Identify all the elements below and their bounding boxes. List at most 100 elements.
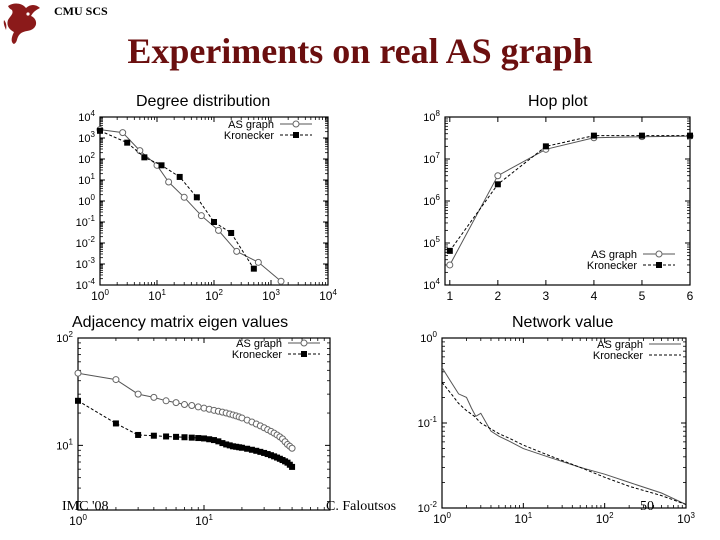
- data-point-square: [181, 434, 188, 441]
- x-tick-label: 100: [433, 511, 451, 526]
- series-line-1: [449, 135, 690, 252]
- data-point-circle: [74, 369, 82, 377]
- data-point-square: [112, 420, 119, 427]
- data-point-square: [215, 438, 222, 445]
- y-tick-label: 106: [423, 193, 440, 208]
- y-tick-label: 102: [56, 330, 73, 345]
- chart-title-hop: Hop plot: [528, 93, 588, 110]
- data-point-circle: [165, 178, 173, 186]
- data-point-square: [219, 440, 226, 447]
- x-tick-label: 101: [148, 288, 166, 303]
- data-point-square: [223, 441, 230, 448]
- slide-title: Experiments on real AS graph: [127, 31, 593, 71]
- legend-marker: [656, 262, 662, 268]
- legend-marker: [655, 250, 663, 258]
- data-point-circle: [494, 172, 502, 180]
- legend-label: AS graph: [236, 338, 282, 350]
- plot-frame: [441, 337, 687, 509]
- y-tick-label: 105: [423, 235, 440, 250]
- y-tick-label: 10-4: [76, 277, 96, 292]
- footer-venue: IMC '08: [62, 499, 109, 514]
- data-point-square: [201, 435, 207, 442]
- chart-title-eigen: Adjacency matrix eigen values: [72, 314, 289, 331]
- x-tick-label: 6: [687, 289, 694, 303]
- y-tick-label: 100: [78, 193, 95, 208]
- x-tick-label: 1: [446, 289, 453, 303]
- data-point-circle: [197, 212, 205, 220]
- chart-title-network: Network value: [512, 314, 614, 331]
- y-tick-label: 103: [78, 130, 95, 145]
- x-tick-label: 4: [591, 289, 598, 303]
- data-point-square: [289, 463, 296, 470]
- data-point-square: [158, 162, 165, 169]
- data-point-square: [173, 433, 180, 440]
- data-point-square: [193, 194, 200, 201]
- data-point-square: [264, 451, 271, 458]
- data-point-square: [446, 247, 453, 254]
- x-tick-label: 101: [195, 513, 213, 528]
- data-point-circle: [233, 247, 241, 255]
- y-tick-label: 10-2: [76, 235, 96, 250]
- data-point-circle: [277, 277, 285, 285]
- legend-marker: [301, 351, 307, 357]
- data-point-square: [228, 229, 235, 236]
- y-tick-label: 10-1: [76, 214, 96, 229]
- x-tick-label: 5: [639, 289, 646, 303]
- x-tick-label: 101: [514, 511, 532, 526]
- y-tick-label: 101: [56, 437, 73, 452]
- data-point-square: [244, 445, 251, 452]
- data-point-square: [176, 173, 183, 180]
- data-point-square: [638, 132, 645, 139]
- data-point-square: [150, 432, 157, 439]
- legend-label: Kronecker: [593, 350, 643, 362]
- data-point-square: [226, 442, 233, 449]
- y-tick-label: 104: [78, 109, 95, 124]
- x-tick-label: 102: [205, 288, 223, 303]
- y-tick-label: 10-1: [418, 415, 438, 430]
- y-tick-label: 10-2: [418, 500, 438, 515]
- data-point-square: [206, 436, 213, 443]
- data-point-circle: [288, 444, 296, 452]
- data-point-square: [188, 434, 195, 441]
- y-tick-label: 102: [78, 151, 95, 166]
- x-tick-label: 3: [543, 289, 550, 303]
- data-point-square: [163, 433, 170, 440]
- data-point-circle: [162, 397, 170, 405]
- x-tick-label: 102: [596, 511, 614, 526]
- y-tick-label: 10-3: [76, 256, 96, 271]
- legend-label: Kronecker: [587, 260, 637, 272]
- legend-label: AS graph: [597, 339, 643, 351]
- data-point-circle: [188, 402, 196, 410]
- data-point-circle: [215, 226, 223, 234]
- data-point-square: [687, 132, 693, 139]
- data-point-square: [253, 447, 260, 454]
- data-point-square: [257, 448, 264, 455]
- data-point-square: [261, 449, 268, 456]
- legend-marker: [292, 120, 300, 128]
- data-point-square: [590, 132, 597, 139]
- data-point-square: [250, 265, 257, 272]
- legend-label: Kronecker: [224, 130, 274, 142]
- data-point-circle: [150, 393, 158, 401]
- legend-label: AS graph: [228, 119, 274, 131]
- data-point-circle: [180, 401, 188, 409]
- y-tick-label: 108: [423, 109, 440, 124]
- x-tick-label: 104: [319, 288, 337, 303]
- x-tick-label: 2: [494, 289, 501, 303]
- y-tick-label: 101: [78, 172, 95, 187]
- y-tick-label: 104: [423, 277, 440, 292]
- data-point-square: [75, 397, 81, 404]
- data-point-square: [124, 139, 131, 146]
- legend-label: Kronecker: [232, 349, 282, 361]
- data-point-circle: [119, 129, 127, 137]
- data-point-square: [494, 181, 501, 188]
- data-point-square: [210, 437, 217, 444]
- data-point-square: [230, 443, 237, 450]
- series-line-0: [441, 367, 687, 505]
- dragon-logo-icon: [3, 3, 40, 44]
- legend-label: AS graph: [591, 249, 637, 261]
- data-point-circle: [172, 399, 180, 407]
